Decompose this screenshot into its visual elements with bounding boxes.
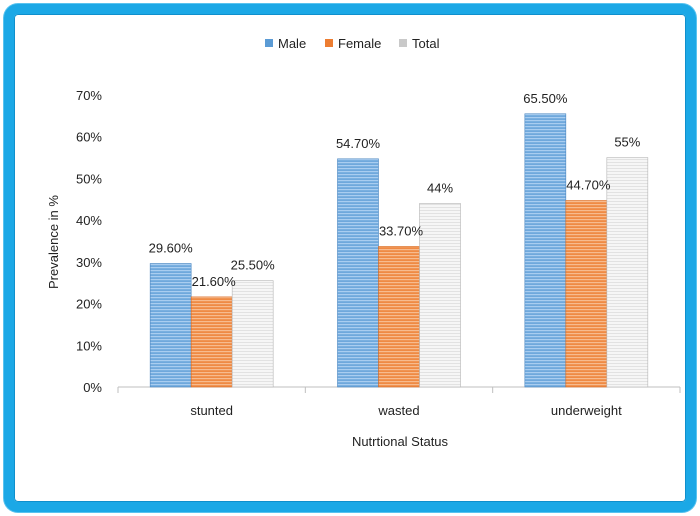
y-tick-label: 0% (83, 380, 102, 395)
legend-swatch-male (265, 39, 273, 47)
y-tick-label: 10% (76, 338, 102, 353)
data-label: 25.50% (231, 258, 276, 273)
legend: Male Female Total (265, 36, 440, 51)
data-label: 65.50% (523, 91, 568, 106)
legend-label-male: Male (278, 36, 306, 51)
y-tick-label: 50% (76, 171, 102, 186)
x-axis-title: Nutrtional Status (352, 434, 449, 449)
bar-female-wasted (378, 246, 420, 388)
x-axis: stunted wasted underweight (117, 386, 681, 418)
y-axis-title: Prevalence in % (46, 195, 61, 289)
data-label: 44% (427, 180, 453, 195)
y-tick-label: 30% (76, 255, 102, 270)
data-label: 44.70% (566, 178, 611, 193)
x-tick-label: wasted (377, 403, 419, 418)
data-labels: 29.60% 21.60%25.50% 54.70% 33.70% 44% 65.50% 4… (149, 91, 641, 289)
x-tick-label: underweight (551, 403, 622, 418)
y-tick-label: 70% (76, 88, 102, 103)
bar-male-stunted (149, 263, 192, 388)
data-label: 21.60% (192, 274, 237, 289)
legend-swatch-female (325, 39, 333, 47)
data-label: 29.60% (149, 241, 194, 256)
y-tick-label: 20% (76, 297, 102, 312)
bar-male-underweight (524, 113, 567, 388)
y-axis: 0% 10% 20% 30% 40% 50% 60% 70% (76, 88, 102, 395)
data-label: 54.70% (336, 136, 381, 151)
bar-total-wasted (419, 203, 461, 388)
data-label: 55% (614, 135, 640, 150)
data-label: 33.70% (379, 223, 424, 238)
bar-total-underweight (606, 157, 649, 388)
legend-label-female: Female (338, 36, 381, 51)
y-tick-label: 40% (76, 213, 102, 228)
bar-male-wasted (337, 158, 379, 388)
bar-female-underweight (565, 200, 608, 388)
bars (149, 113, 649, 388)
legend-swatch-total (399, 39, 407, 47)
bar-female-stunted (190, 296, 233, 388)
bar-total-stunted (231, 280, 274, 388)
x-tick-label: stunted (190, 403, 233, 418)
y-tick-label: 60% (76, 130, 102, 145)
legend-label-total: Total (412, 36, 440, 51)
